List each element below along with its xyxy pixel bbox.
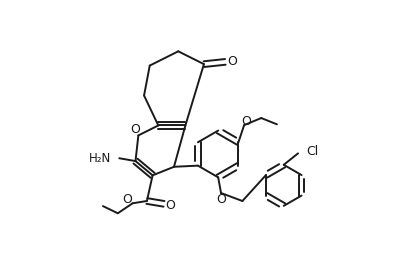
Text: O: O <box>217 193 226 206</box>
Text: O: O <box>122 193 132 206</box>
Text: O: O <box>165 199 175 212</box>
Text: Cl: Cl <box>306 145 318 158</box>
Text: O: O <box>130 123 140 136</box>
Text: O: O <box>228 55 237 68</box>
Text: O: O <box>241 115 252 128</box>
Text: H₂N: H₂N <box>89 152 111 165</box>
